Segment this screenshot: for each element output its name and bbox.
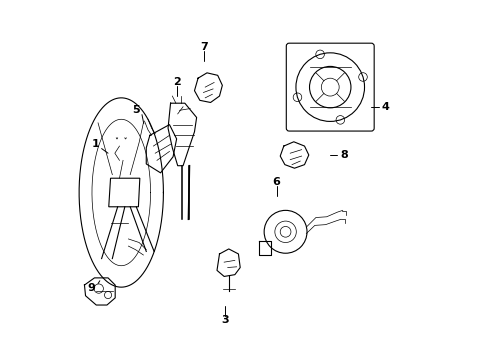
- Text: 5: 5: [131, 105, 139, 115]
- Text: 2: 2: [172, 77, 180, 87]
- Text: 9: 9: [87, 283, 95, 293]
- Text: 8: 8: [339, 150, 347, 160]
- Text: 3: 3: [221, 315, 228, 325]
- Text: 1: 1: [91, 139, 99, 149]
- Text: 7: 7: [200, 42, 208, 52]
- Text: 4: 4: [381, 102, 389, 112]
- Text: 6: 6: [272, 177, 280, 187]
